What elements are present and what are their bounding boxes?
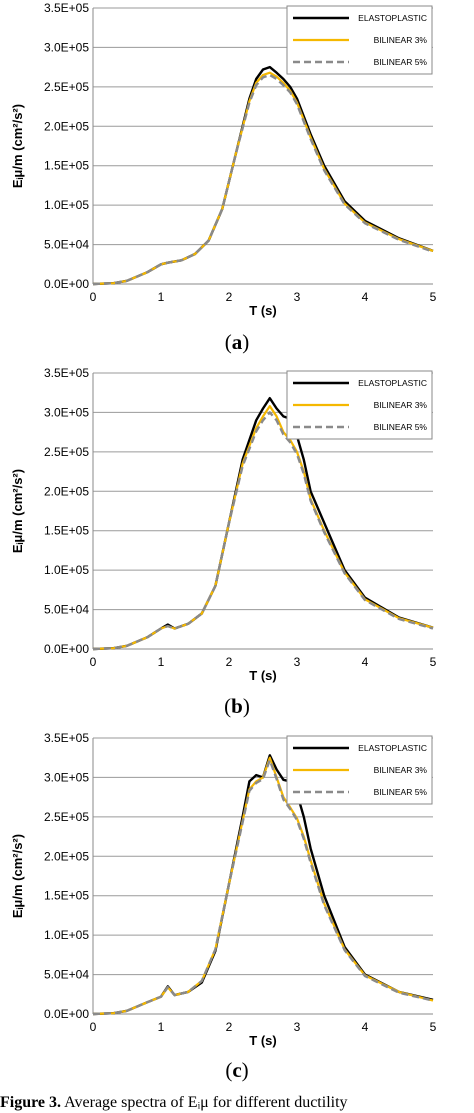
y-tick-label-a-6: 3.0E+05 [44,40,89,54]
x-tick-label-b-4: 4 [362,655,369,669]
y-tick-label-a-1: 5.0E+04 [44,238,89,252]
chart-b-svg: 0.0E+00 5.0E+04 1.0E+05 1.5E+05 2.0E+05 2.5E+… [10,366,437,683]
legend-label-a-0: ELASTOPLASTIC [358,13,427,23]
y-tick-label-c-4: 2.0E+05 [44,849,89,863]
chart-panel-b: 0.0E+00 5.0E+04 1.0E+05 1.5E+05 2.0E+05 2.5E+… [0,365,474,685]
chart-c-svg: 0.0E+00 5.0E+04 1.0E+05 1.5E+05 2.0E+05 2.5E+… [10,731,437,1048]
x-tick-label-c-5: 5 [430,1020,437,1034]
y-tick-label-b-0: 0.0E+00 [44,642,89,656]
y-tick-label-a-2: 1.0E+05 [44,198,89,212]
y-tick-label-c-7: 3.5E+05 [44,731,89,745]
series-line-b-bilinear-3 [92,404,434,651]
caption-text: Average spectra of Eᵢμ for different duc… [64,1094,348,1111]
legend-label-c-0: ELASTOPLASTIC [358,743,427,753]
panel-label-c: (c) [225,1058,249,1082]
panel-label-b-letter: b [231,694,243,718]
x-axis-title-a: T (s) [249,303,276,318]
x-tick-label-b-3: 3 [294,655,301,669]
caption-prefix: Figure 3. [0,1094,62,1111]
y-tick-label-c-6: 3.0E+05 [44,770,89,784]
legend-label-b-1: BILINEAR 3% [374,400,428,410]
x-tick-label-b-0: 0 [90,655,97,669]
x-tick-label-a-4: 4 [362,290,369,304]
y-tick-label-c-0: 0.0E+00 [44,1007,89,1021]
y-tick-label-c-2: 1.0E+05 [44,928,89,942]
figure-caption: Figure 3. Average spectra of Eᵢμ for dif… [0,1094,474,1113]
x-tick-label-a-1: 1 [158,290,165,304]
series-line-a-bilinear-3 [92,71,434,286]
y-tick-label-c-5: 2.5E+05 [44,810,89,824]
panel-label-a-letter: a [231,330,243,354]
y-axis-title-a: Eᵢμ/m (cm²/s²) [10,104,25,188]
x-tick-label-a-0: 0 [90,290,97,304]
y-tick-label-a-7: 3.5E+05 [44,1,89,15]
x-tick-label-c-4: 4 [362,1020,369,1034]
y-tick-label-b-6: 3.0E+05 [44,405,89,419]
y-axis-title-b: Eᵢμ/m (cm²/s²) [10,469,25,553]
x-tick-label-a-2: 2 [226,290,233,304]
chart-a-svg: 0.0E+00 5.0E+04 1.0E+05 1.5E+05 2.0E+05 2.5E+… [10,1,437,318]
y-tick-label-a-0: 0.0E+00 [44,277,89,291]
chart-panel-a: 0.0E+00 5.0E+04 1.0E+05 1.5E+05 2.0E+05 2.5E+… [0,0,474,320]
x-tick-label-b-1: 1 [158,655,165,669]
y-tick-label-a-4: 2.0E+05 [44,119,89,133]
series-line-a-elastoplastic [92,65,434,286]
legend-label-c-1: BILINEAR 3% [374,765,428,775]
x-tick-label-a-3: 3 [294,290,301,304]
legend-label-b-0: ELASTOPLASTIC [358,378,427,388]
chart-panel-c: 0.0E+00 5.0E+04 1.0E+05 1.5E+05 2.0E+05 2.5E+… [0,730,474,1050]
legend-label-a-1: BILINEAR 3% [374,35,428,45]
x-tick-label-a-5: 5 [430,290,437,304]
y-tick-label-b-2: 1.0E+05 [44,563,89,577]
legend-label-b-2: BILINEAR 5% [374,422,428,432]
series-line-c-bilinear-5 [92,758,434,1016]
y-tick-label-b-5: 2.5E+05 [44,445,89,459]
x-tick-label-c-0: 0 [90,1020,97,1034]
x-tick-label-b-2: 2 [226,655,233,669]
legend-label-a-2: BILINEAR 5% [374,57,428,67]
panel-label-b: (b) [224,694,250,718]
legend-label-c-2: BILINEAR 5% [374,787,428,797]
series-line-a-bilinear-5 [92,73,434,286]
y-axis-title-c: Eᵢμ/m (cm²/s²) [10,834,25,918]
y-tick-label-a-5: 2.5E+05 [44,80,89,94]
y-tick-label-b-1: 5.0E+04 [44,603,89,617]
x-tick-label-b-5: 5 [430,655,437,669]
x-tick-label-c-3: 3 [294,1020,301,1034]
y-tick-label-c-3: 1.5E+05 [44,889,89,903]
panel-label-c-letter: c [232,1058,242,1082]
x-tick-label-c-1: 1 [158,1020,165,1034]
y-tick-label-b-3: 1.5E+05 [44,524,89,538]
x-tick-label-c-2: 2 [226,1020,233,1034]
y-tick-label-c-1: 5.0E+04 [44,968,89,982]
y-tick-label-b-4: 2.0E+05 [44,484,89,498]
y-tick-label-b-7: 3.5E+05 [44,366,89,380]
panel-label-a: (a) [224,330,250,354]
x-axis-title-b: T (s) [249,668,276,683]
y-tick-label-a-3: 1.5E+05 [44,159,89,173]
x-axis-title-c: T (s) [249,1033,276,1048]
